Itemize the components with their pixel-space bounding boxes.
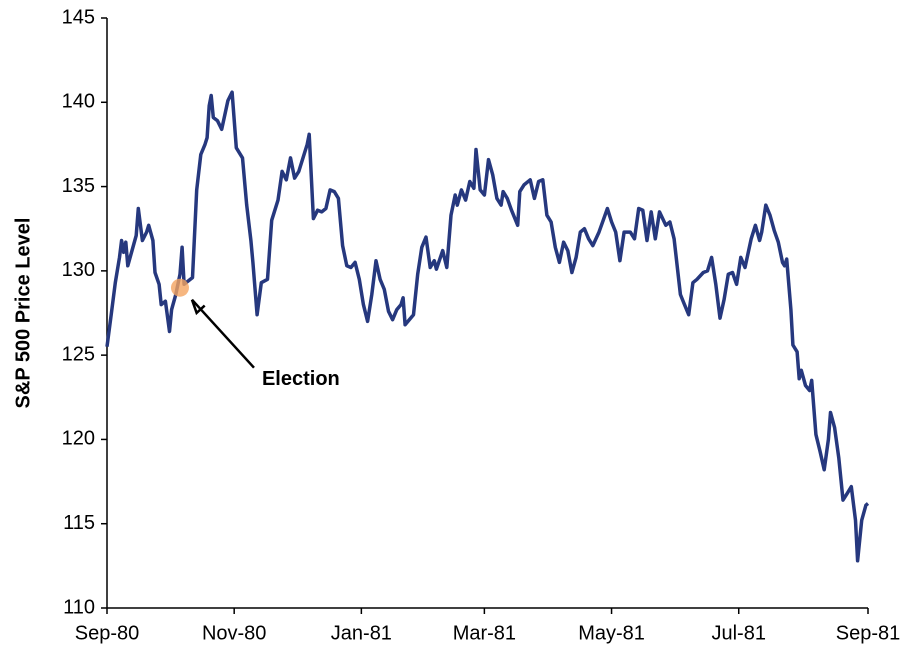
x-tick-label: May-81 xyxy=(578,622,645,644)
y-tick-label: 115 xyxy=(63,512,95,534)
x-tick-label: Sep-81 xyxy=(836,622,901,644)
y-tick-label: 140 xyxy=(62,91,95,113)
x-tick-label: Mar-81 xyxy=(453,622,516,644)
x-tick-label: Nov-80 xyxy=(202,622,266,644)
y-tick-label: 125 xyxy=(62,343,95,365)
annotation-arrowhead xyxy=(190,299,206,316)
y-axis-label: S&P 500 Price Level xyxy=(12,218,34,409)
annotation-arrow xyxy=(191,298,255,369)
y-tick-label: 130 xyxy=(62,259,95,281)
x-tick-label: Jan-81 xyxy=(331,622,392,644)
y-tick-label: 120 xyxy=(62,428,95,450)
y-tick-label: 135 xyxy=(62,175,95,197)
y-tick-label: 145 xyxy=(62,6,95,28)
annotation-marker xyxy=(170,278,189,297)
price-line xyxy=(105,90,870,563)
x-tick-label: Jul-81 xyxy=(711,622,765,644)
x-tick-label: Sep-80 xyxy=(75,622,140,644)
annotation-label: Election xyxy=(262,368,340,390)
y-tick-label: 110 xyxy=(63,596,95,618)
